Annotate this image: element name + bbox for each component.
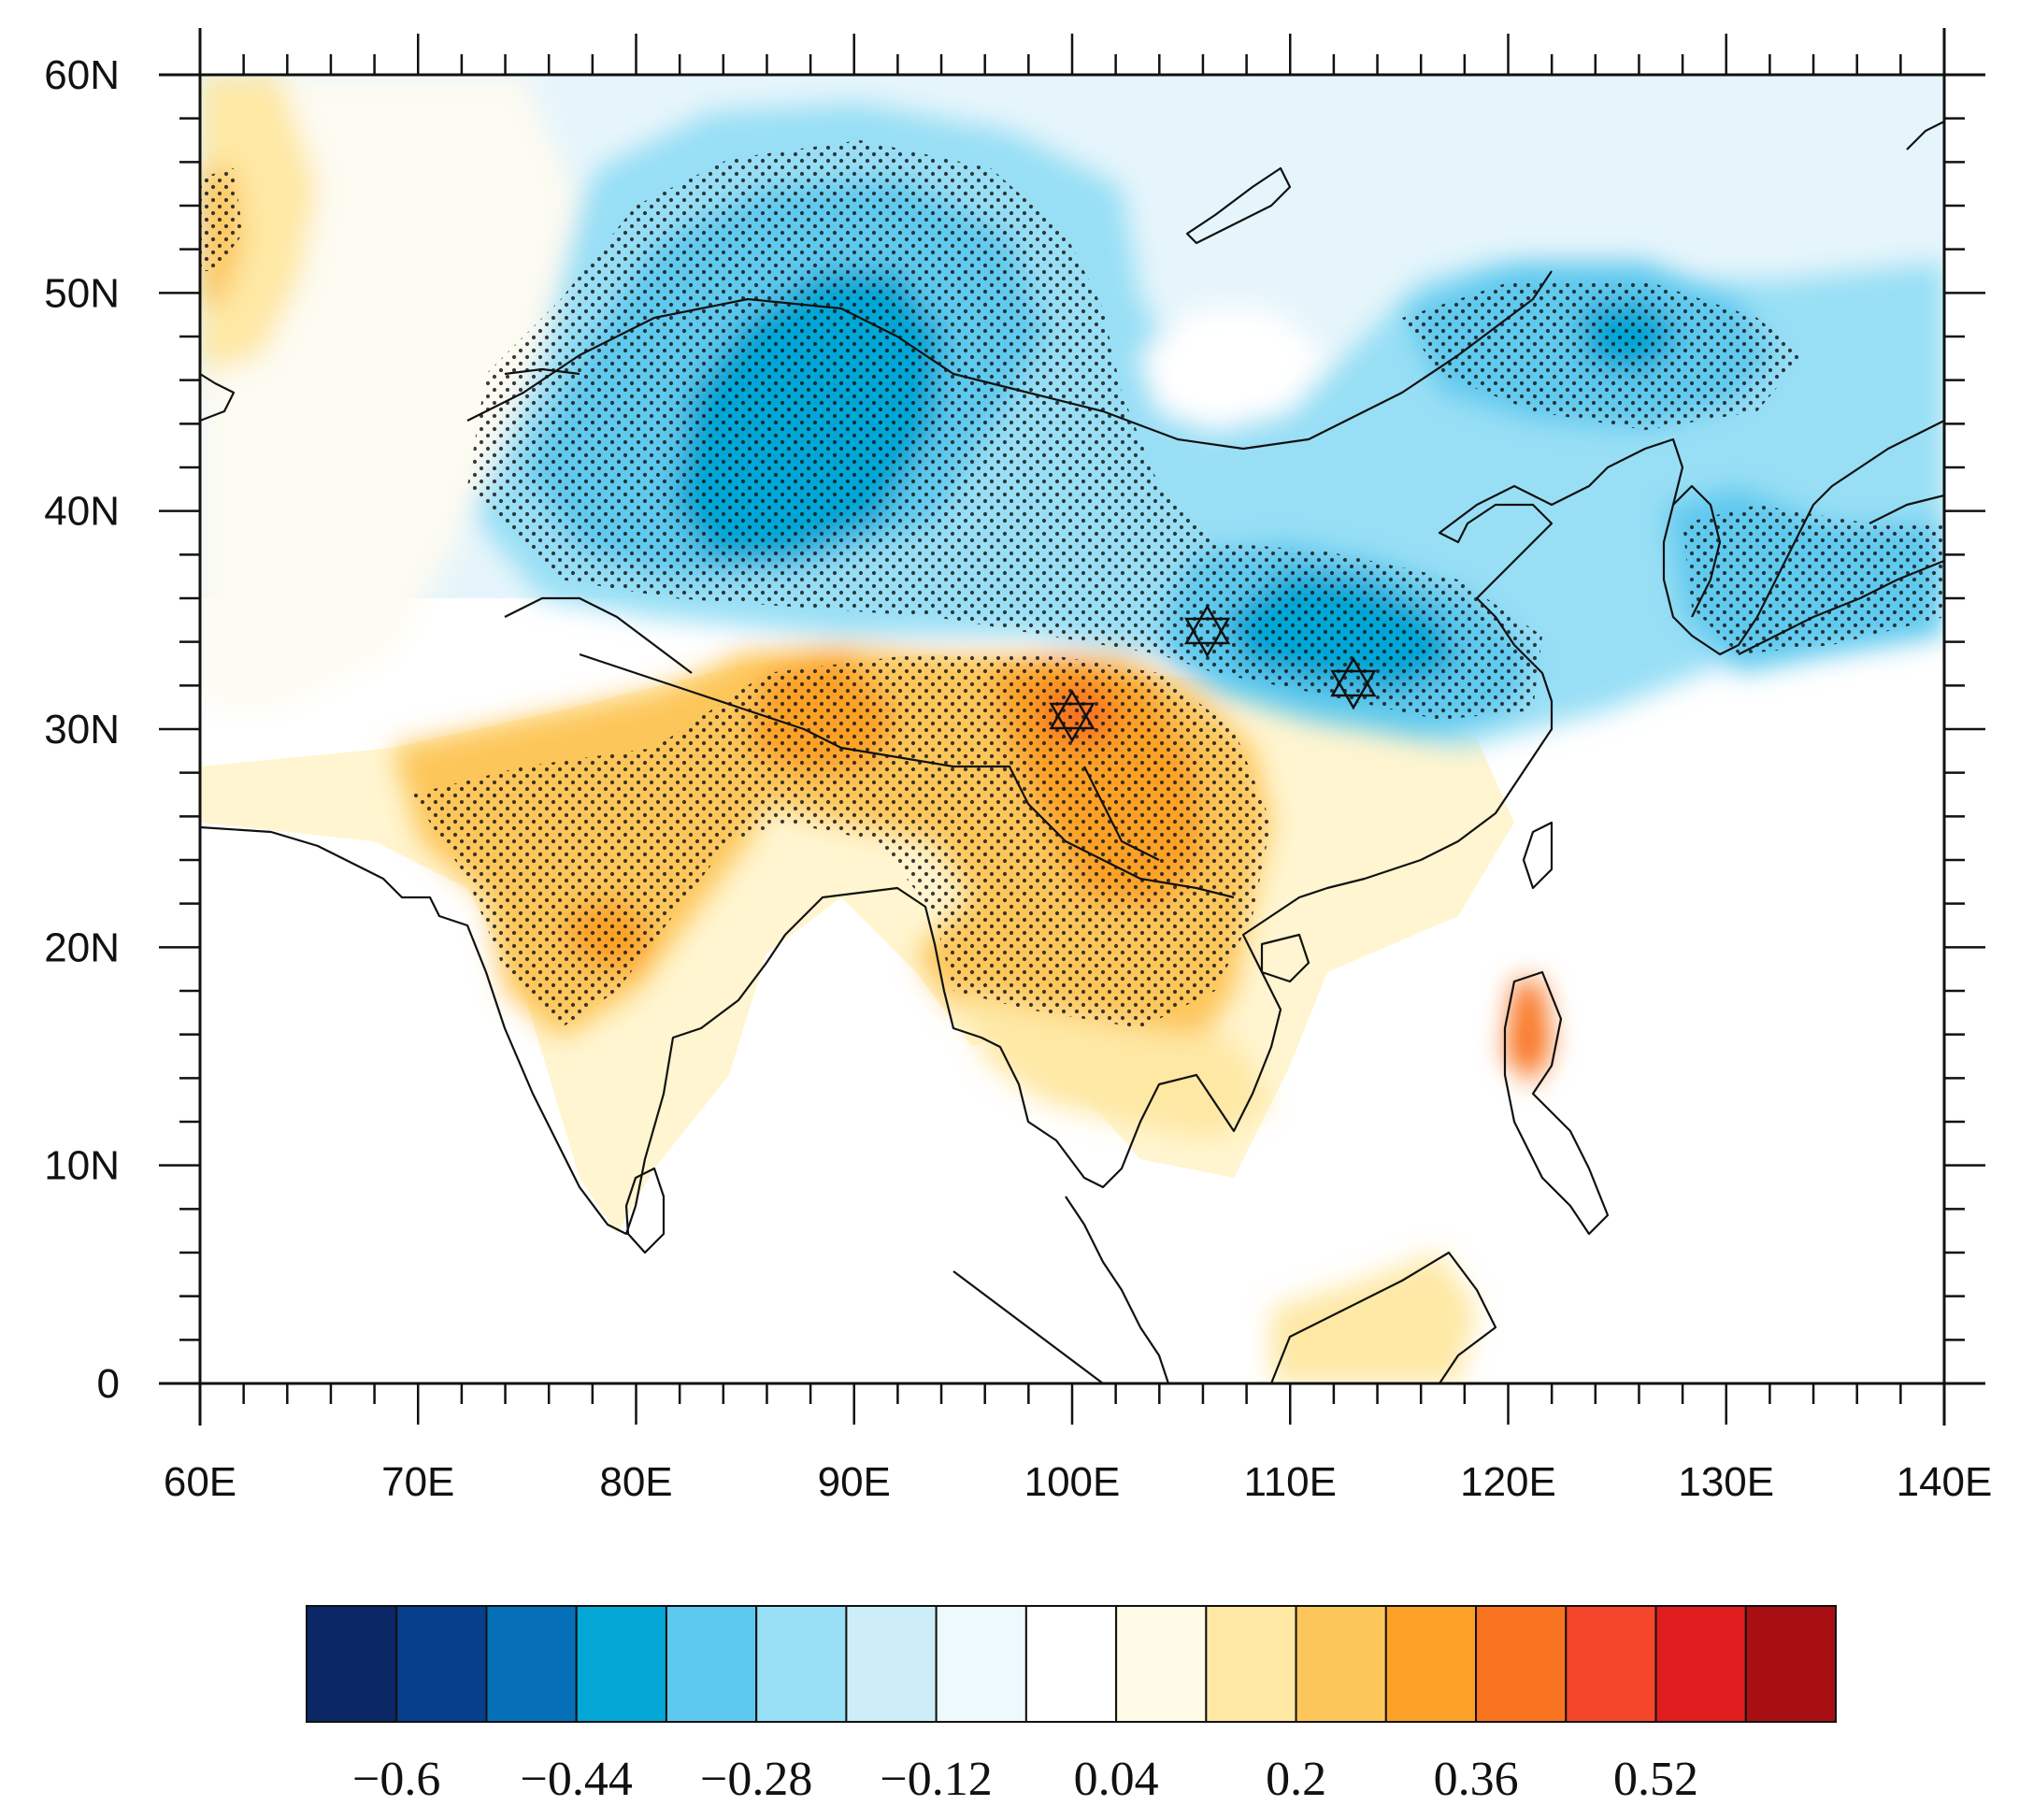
colorbar-swatch bbox=[395, 1605, 488, 1723]
colorbar-label: 0.2 bbox=[1266, 1753, 1326, 1806]
lon-tick-label: 60E bbox=[164, 1459, 236, 1505]
lon-tick-label: 70E bbox=[381, 1459, 454, 1505]
colorbar-swatch bbox=[1384, 1605, 1478, 1723]
orange-region-kazakh bbox=[200, 75, 318, 374]
lon-tick-label: 80E bbox=[599, 1459, 672, 1505]
lon-tick-label: 120E bbox=[1460, 1459, 1556, 1505]
lon-tick-label: 140E bbox=[1897, 1459, 1993, 1505]
lat-tick-label: 30N bbox=[44, 707, 120, 752]
colorbar-swatch bbox=[1205, 1605, 1297, 1723]
colorbar-label: −0.28 bbox=[700, 1753, 812, 1806]
axis-ticks bbox=[159, 34, 1985, 1425]
colorbar-swatch bbox=[1654, 1605, 1747, 1723]
station-markers bbox=[1049, 604, 1377, 743]
colorbar-swatch bbox=[1024, 1605, 1118, 1723]
colorbar-label: −0.44 bbox=[521, 1753, 633, 1806]
lat-tick-label: 40N bbox=[44, 489, 120, 535]
star-marker-station-2 bbox=[1330, 656, 1377, 710]
colorbar-swatch bbox=[485, 1605, 578, 1723]
lon-tick-label: 130E bbox=[1678, 1459, 1774, 1505]
colorbar-label: 0.52 bbox=[1613, 1753, 1698, 1806]
lat-tick-label: 60N bbox=[44, 52, 120, 98]
colorbar-swatch bbox=[1475, 1605, 1568, 1723]
significance-stippling bbox=[200, 140, 1944, 1028]
colorbar-swatch bbox=[755, 1605, 848, 1723]
lat-tick-label: 20N bbox=[44, 924, 120, 970]
lat-tick-label: 0 bbox=[97, 1361, 120, 1407]
colorbar-swatch bbox=[1744, 1605, 1838, 1723]
star-marker-station-1 bbox=[1183, 604, 1231, 658]
anomaly-field bbox=[200, 75, 1944, 1383]
colorbar-label: −0.6 bbox=[352, 1753, 440, 1806]
colorbar-swatch bbox=[306, 1605, 398, 1723]
orange-region-indochina bbox=[953, 991, 1271, 1140]
lat-tick-label: 10N bbox=[44, 1143, 120, 1189]
colorbar-swatch bbox=[1115, 1605, 1208, 1723]
colorbar-label: 0.04 bbox=[1074, 1753, 1159, 1806]
white-gap-mongolia bbox=[1140, 308, 1327, 430]
colorbar: −0.6 −0.44 −0.28 −0.12 0.04 0.2 0.36 0.52 bbox=[306, 1605, 1838, 1806]
lon-tick-label: 90E bbox=[818, 1459, 891, 1505]
colorbar-swatch bbox=[575, 1605, 667, 1723]
colorbar-swatch bbox=[1295, 1605, 1387, 1723]
colorbar-swatch bbox=[665, 1605, 758, 1723]
axis-tick-labels: 60N 50N 40N 30N 20N 10N 0 60E 70E 80E 90E 100E 110E 1… bbox=[44, 52, 1992, 1505]
orange-region-borneo bbox=[1271, 1253, 1477, 1383]
lon-tick-label: 110E bbox=[1244, 1459, 1338, 1505]
map-plot-area: 60N 50N 40N 30N 20N 10N 0 60E 70E 80E 90E 100E 110E 1… bbox=[44, 28, 1992, 1505]
colorbar-label: 0.36 bbox=[1434, 1753, 1519, 1806]
colorbar-swatch bbox=[935, 1605, 1027, 1723]
coastlines-and-borders bbox=[200, 121, 1944, 1383]
orange-region-philippines bbox=[1505, 982, 1552, 1084]
lat-tick-label: 50N bbox=[44, 270, 120, 316]
colorbar-label: −0.12 bbox=[880, 1753, 992, 1806]
colorbar-swatch bbox=[845, 1605, 938, 1723]
colorbar-swatch bbox=[1565, 1605, 1657, 1723]
star-marker-station-3 bbox=[1049, 689, 1095, 743]
lon-tick-label: 100E bbox=[1024, 1459, 1121, 1505]
